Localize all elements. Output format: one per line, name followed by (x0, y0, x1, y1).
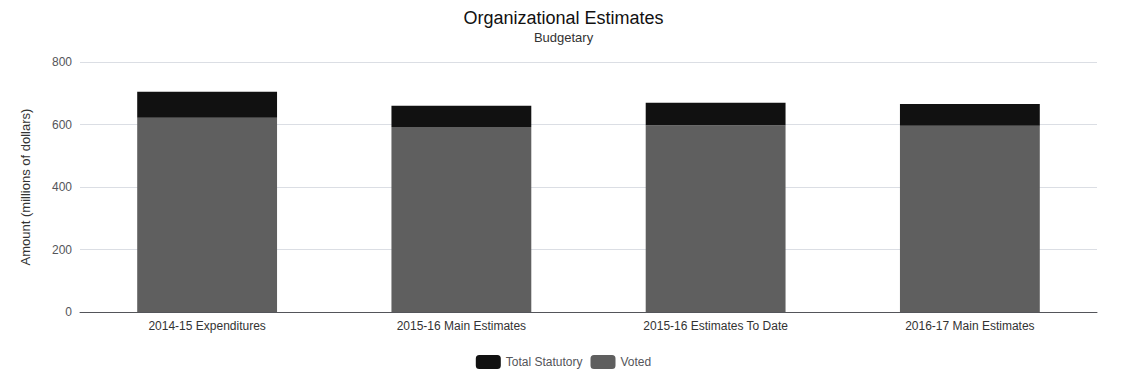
svg-text:2014-15 Expenditures: 2014-15 Expenditures (148, 319, 265, 333)
svg-text:200: 200 (52, 243, 72, 257)
svg-text:2015-16 Estimates To Date: 2015-16 Estimates To Date (643, 319, 788, 333)
svg-text:Voted: Voted (621, 355, 652, 369)
svg-text:Budgetary: Budgetary (534, 30, 594, 45)
svg-text:Total Statutory: Total Statutory (506, 355, 583, 369)
svg-text:Organizational Estimates: Organizational Estimates (463, 8, 663, 28)
svg-text:600: 600 (52, 118, 72, 132)
svg-text:0: 0 (65, 305, 72, 319)
svg-text:800: 800 (52, 55, 72, 69)
svg-text:2015-16 Main Estimates: 2015-16 Main Estimates (397, 319, 526, 333)
svg-text:Amount (millions of dollars): Amount (millions of dollars) (18, 109, 33, 266)
svg-text:400: 400 (52, 180, 72, 194)
svg-text:2016-17 Main Estimates: 2016-17 Main Estimates (905, 319, 1034, 333)
